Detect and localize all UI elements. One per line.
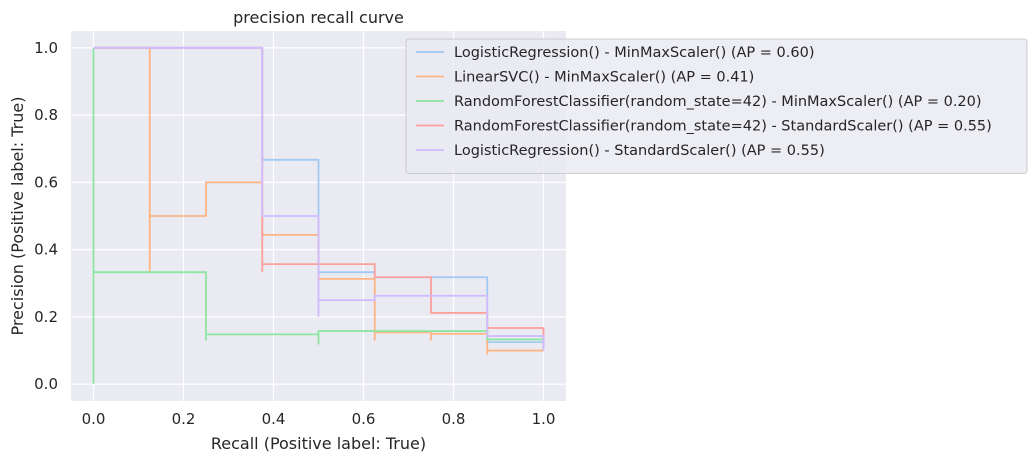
x-tick-label: 0.0 bbox=[82, 410, 106, 428]
legend-box bbox=[405, 38, 1028, 174]
legend-item-0: LogisticRegression() - MinMaxScaler() (A… bbox=[416, 45, 814, 61]
legend-item-3: RandomForestClassifier(random_state=42) … bbox=[416, 119, 992, 135]
x-tick-labels: 0.0 0.2 0.4 0.6 0.8 1.0 bbox=[82, 410, 556, 428]
legend-item-4: LogisticRegression() - StandardScaler() … bbox=[416, 143, 825, 159]
y-axis-title: Precision (Positive label: True) bbox=[8, 97, 27, 336]
x-axis-title: Recall (Positive label: True) bbox=[211, 434, 426, 453]
y-tick-label: 0.8 bbox=[34, 106, 58, 124]
y-tick-label: 0.2 bbox=[34, 308, 58, 326]
series-lines bbox=[92, 46, 545, 385]
x-tick-label: 0.2 bbox=[172, 410, 196, 428]
y-tick-label: 1.0 bbox=[34, 39, 58, 57]
x-tick-label: 0.8 bbox=[442, 410, 466, 428]
series-line-4 bbox=[93, 46, 545, 351]
y-tick-label: 0.0 bbox=[34, 375, 58, 393]
series-line-1 bbox=[93, 46, 544, 355]
x-tick-label: 0.6 bbox=[352, 410, 376, 428]
y-tick-label: 0.4 bbox=[34, 241, 58, 259]
series-line-3 bbox=[93, 46, 545, 348]
legend-label: RandomForestClassifier(random_state=42) … bbox=[454, 119, 992, 135]
legend-label: LinearSVC() - MinMaxScaler() (AP = 0.41) bbox=[454, 70, 754, 86]
y-tick-label: 0.6 bbox=[34, 173, 58, 191]
x-tick-label: 0.4 bbox=[262, 410, 286, 428]
legend: LogisticRegression() - MinMaxScaler() (A… bbox=[405, 38, 1028, 174]
x-tick-label: 1.0 bbox=[532, 410, 556, 428]
legend-label: RandomForestClassifier(random_state=42) … bbox=[454, 94, 982, 110]
legend-item-2: RandomForestClassifier(random_state=42) … bbox=[416, 94, 982, 110]
legend-item-1: LinearSVC() - MinMaxScaler() (AP = 0.41) bbox=[416, 70, 754, 86]
y-tick-labels: 0.0 0.2 0.4 0.6 0.8 1.0 bbox=[34, 39, 58, 393]
chart-title: precision recall curve bbox=[233, 8, 404, 27]
legend-label: LogisticRegression() - MinMaxScaler() (A… bbox=[454, 45, 814, 61]
legend-label: LogisticRegression() - StandardScaler() … bbox=[454, 143, 825, 159]
